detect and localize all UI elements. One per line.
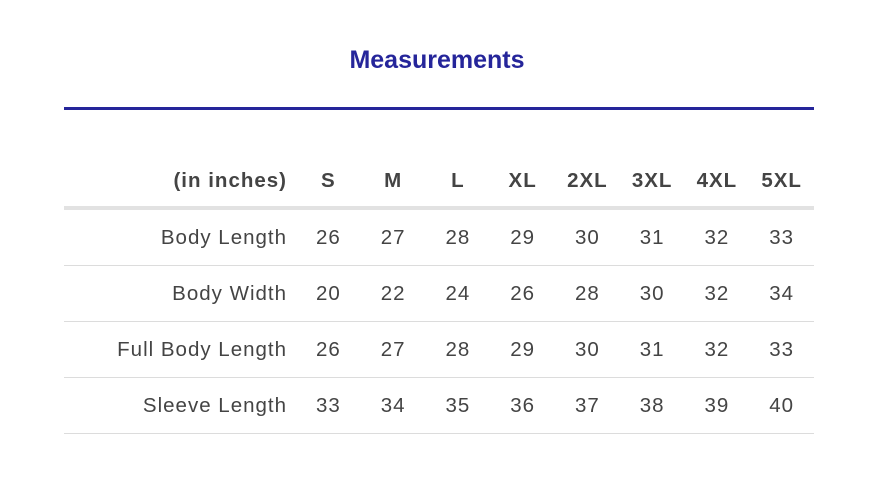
cell-value: 35 bbox=[425, 377, 491, 434]
cell-value: 37 bbox=[555, 377, 620, 434]
cell-value: 29 bbox=[490, 321, 555, 378]
size-header-2xl: 2XL bbox=[555, 156, 620, 210]
table-row: Body Length 26 27 28 29 30 31 32 33 bbox=[64, 208, 814, 266]
size-header-l: L bbox=[425, 156, 491, 210]
cell-value: 33 bbox=[296, 377, 361, 434]
size-header-m: M bbox=[360, 156, 426, 210]
size-header-xl: XL bbox=[490, 156, 555, 210]
cell-value: 34 bbox=[749, 265, 814, 322]
cell-value: 30 bbox=[555, 321, 620, 378]
row-label: Full Body Length bbox=[64, 321, 296, 378]
size-header-s: S bbox=[296, 156, 361, 210]
cell-value: 28 bbox=[555, 265, 620, 322]
row-label: Body Length bbox=[64, 208, 296, 266]
cell-value: 26 bbox=[490, 265, 555, 322]
measurements-table: (in inches) S M L XL 2XL 3XL 4XL 5XL Body Lengt… bbox=[64, 156, 814, 434]
size-header-3xl: 3XL bbox=[619, 156, 685, 210]
cell-value: 27 bbox=[360, 208, 426, 266]
cell-value: 22 bbox=[360, 265, 426, 322]
table-row: Body Width 20 22 24 26 28 30 32 34 bbox=[64, 265, 814, 322]
cell-value: 39 bbox=[684, 377, 750, 434]
cell-value: 33 bbox=[749, 208, 814, 266]
row-label: Body Width bbox=[64, 265, 296, 322]
size-header-4xl: 4XL bbox=[684, 156, 750, 210]
cell-value: 26 bbox=[296, 321, 361, 378]
size-header-5xl: 5XL bbox=[749, 156, 814, 210]
cell-value: 40 bbox=[749, 377, 814, 434]
cell-value: 27 bbox=[360, 321, 426, 378]
cell-value: 32 bbox=[684, 321, 750, 378]
cell-value: 26 bbox=[296, 208, 361, 266]
table-row: Sleeve Length 33 34 35 36 37 38 39 40 bbox=[64, 377, 814, 434]
unit-header: (in inches) bbox=[64, 156, 296, 210]
cell-value: 28 bbox=[425, 321, 491, 378]
cell-value: 20 bbox=[296, 265, 361, 322]
row-label: Sleeve Length bbox=[64, 377, 296, 434]
cell-value: 33 bbox=[749, 321, 814, 378]
cell-value: 28 bbox=[425, 208, 491, 266]
cell-value: 29 bbox=[490, 208, 555, 266]
cell-value: 31 bbox=[619, 208, 685, 266]
cell-value: 24 bbox=[425, 265, 491, 322]
cell-value: 32 bbox=[684, 208, 750, 266]
cell-value: 36 bbox=[490, 377, 555, 434]
title-divider bbox=[64, 107, 814, 110]
table-row: Full Body Length 26 27 28 29 30 31 32 33 bbox=[64, 321, 814, 378]
cell-value: 31 bbox=[619, 321, 685, 378]
cell-value: 38 bbox=[619, 377, 685, 434]
cell-value: 34 bbox=[360, 377, 426, 434]
table-header-row: (in inches) S M L XL 2XL 3XL 4XL 5XL bbox=[64, 156, 814, 210]
page-title: Measurements bbox=[349, 46, 525, 74]
cell-value: 30 bbox=[555, 208, 620, 266]
cell-value: 30 bbox=[619, 265, 685, 322]
cell-value: 32 bbox=[684, 265, 750, 322]
